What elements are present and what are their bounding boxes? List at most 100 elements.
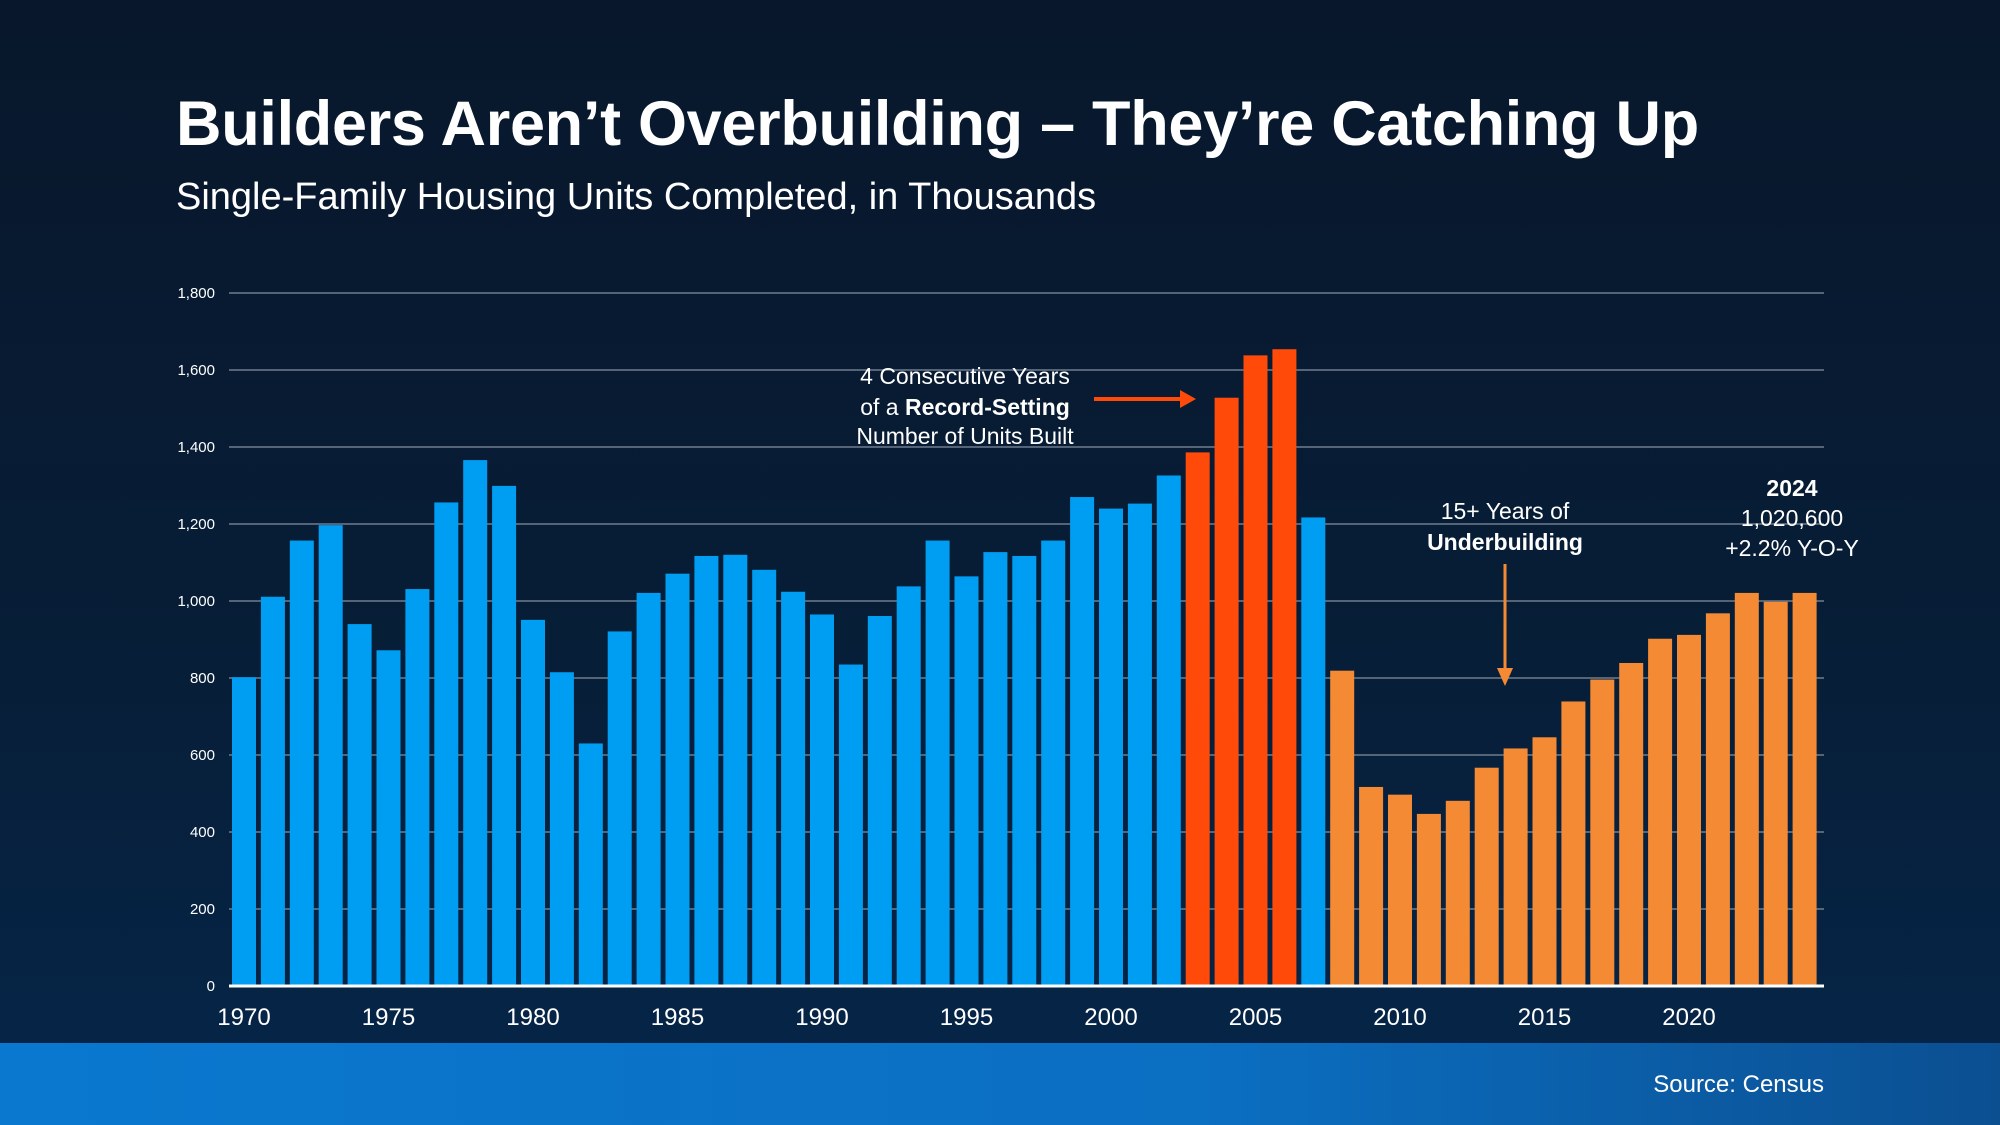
y-tick-label: 1,400	[177, 439, 215, 456]
y-tick-label: 0	[207, 978, 215, 995]
bar-1977	[434, 502, 459, 986]
svg-text:Underbuilding: Underbuilding	[1427, 529, 1583, 555]
bar-2005	[1243, 355, 1268, 986]
bar-1991	[838, 664, 863, 986]
bar-1988	[752, 569, 777, 986]
x-tick-label: 1985	[651, 1004, 704, 1031]
bar-2004	[1214, 397, 1239, 987]
svg-text:15+ Years of: 15+ Years of	[1441, 498, 1570, 524]
bar-2006	[1272, 349, 1297, 987]
bar-1978	[463, 460, 488, 987]
y-tick-label: 1,800	[177, 285, 215, 302]
svg-text:Number of Units Built: Number of Units Built	[856, 423, 1074, 449]
bar-1992	[867, 616, 892, 986]
bar-2023	[1763, 601, 1788, 986]
x-tick-label: 2005	[1229, 1004, 1282, 1031]
right-arrow-icon	[1094, 390, 1196, 408]
bar-1972	[289, 540, 314, 986]
x-tick-label: 1995	[940, 1004, 993, 1031]
bar-2001	[1127, 503, 1152, 986]
latest-value: 1,020,600	[1741, 505, 1843, 531]
underbuilding-line1: 15+ Years of	[1441, 498, 1570, 524]
underbuilding-line2: Underbuilding	[1427, 529, 1583, 555]
bar-1997	[1012, 555, 1037, 986]
x-tick-label: 1980	[506, 1004, 559, 1031]
bar-2010	[1388, 794, 1412, 986]
chart-subtitle: Single-Family Housing Units Completed, i…	[176, 176, 1097, 218]
x-tick-label: 2000	[1084, 1004, 1137, 1031]
latest-year: 2024	[1766, 475, 1817, 501]
latest-annotation: 2024 1,020,600 +2.2% Y-O-Y	[1725, 475, 1859, 561]
bar-1980	[521, 619, 545, 986]
svg-text:2024: 2024	[1766, 475, 1817, 501]
bar-2009	[1359, 786, 1384, 986]
bar-1993	[896, 586, 921, 986]
bar-2017	[1590, 679, 1615, 986]
bar-1989	[781, 591, 806, 986]
bar-1976	[405, 589, 430, 986]
record-annotation-line1: 4 Consecutive Years	[860, 363, 1070, 389]
bar-2013	[1474, 767, 1499, 986]
record-annotation-bold: Record-Setting	[905, 394, 1070, 420]
x-tick-label: 2010	[1373, 1004, 1426, 1031]
bar-2014	[1503, 748, 1528, 986]
bar-2002	[1156, 475, 1181, 986]
bar-1996	[983, 552, 1008, 986]
bar-1999	[1070, 497, 1095, 986]
bar-1985	[665, 573, 690, 986]
footer-band	[0, 1043, 2000, 1125]
bar-1984	[636, 592, 661, 986]
underbuilding-annotation: 15+ Years of Underbuilding	[1427, 498, 1583, 686]
record-annotation: 4 Consecutive Years of a Record-Setting …	[856, 363, 1196, 449]
bar-2015	[1532, 737, 1557, 986]
record-annotation-line3: Number of Units Built	[856, 423, 1074, 449]
bar-1975	[376, 650, 401, 986]
x-tick-label: 1975	[362, 1004, 415, 1031]
bar-2021	[1705, 613, 1730, 986]
bar-1970	[232, 677, 256, 986]
bar-1987	[723, 554, 748, 986]
svg-text:of a Record-Setting: of a Record-Setting	[860, 394, 1070, 420]
bar-1998	[1041, 540, 1066, 986]
y-tick-label: 1,000	[177, 593, 215, 610]
bar-1982	[578, 743, 603, 986]
bar-2011	[1416, 813, 1441, 986]
bar-1971	[260, 596, 285, 986]
bar-2012	[1445, 800, 1470, 986]
bar-1986	[694, 555, 719, 986]
y-tick-label: 600	[190, 747, 215, 764]
bar-2018	[1619, 662, 1644, 986]
bar-2024	[1792, 592, 1817, 986]
svg-text:4 Consecutive Years: 4 Consecutive Years	[860, 363, 1070, 389]
bar-1983	[607, 631, 632, 986]
record-annotation-prefix: of a	[860, 394, 905, 420]
x-tick-label: 2020	[1662, 1004, 1715, 1031]
bar-1974	[347, 624, 372, 986]
x-tick-label: 1970	[217, 1004, 270, 1031]
bar-2019	[1648, 638, 1673, 986]
chart-title: Builders Aren’t Overbuilding – They’re C…	[176, 89, 1699, 159]
bar-1981	[549, 672, 574, 986]
bar-1990	[810, 614, 834, 986]
bar-2007	[1301, 517, 1326, 986]
x-tick-label: 2015	[1518, 1004, 1571, 1031]
bar-1979	[492, 485, 517, 986]
y-tick-label: 1,200	[177, 516, 215, 533]
bar-2016	[1561, 701, 1586, 986]
bar-1995	[954, 576, 979, 986]
svg-text:1,020,600: 1,020,600	[1741, 505, 1843, 531]
bar-2003	[1185, 452, 1210, 986]
bar-1973	[318, 525, 343, 986]
svg-text:+2.2% Y-O-Y: +2.2% Y-O-Y	[1725, 535, 1859, 561]
y-tick-label: 800	[190, 670, 215, 687]
bar-1994	[925, 540, 950, 986]
bar-2022	[1734, 592, 1759, 986]
y-tick-label: 1,600	[177, 362, 215, 379]
latest-change: +2.2% Y-O-Y	[1725, 535, 1859, 561]
source-label: Source: Census	[1653, 1071, 1824, 1098]
x-tick-label: 1990	[795, 1004, 848, 1031]
down-arrow-icon	[1497, 564, 1513, 686]
y-tick-label: 400	[190, 824, 215, 841]
bar-2000	[1099, 508, 1123, 986]
